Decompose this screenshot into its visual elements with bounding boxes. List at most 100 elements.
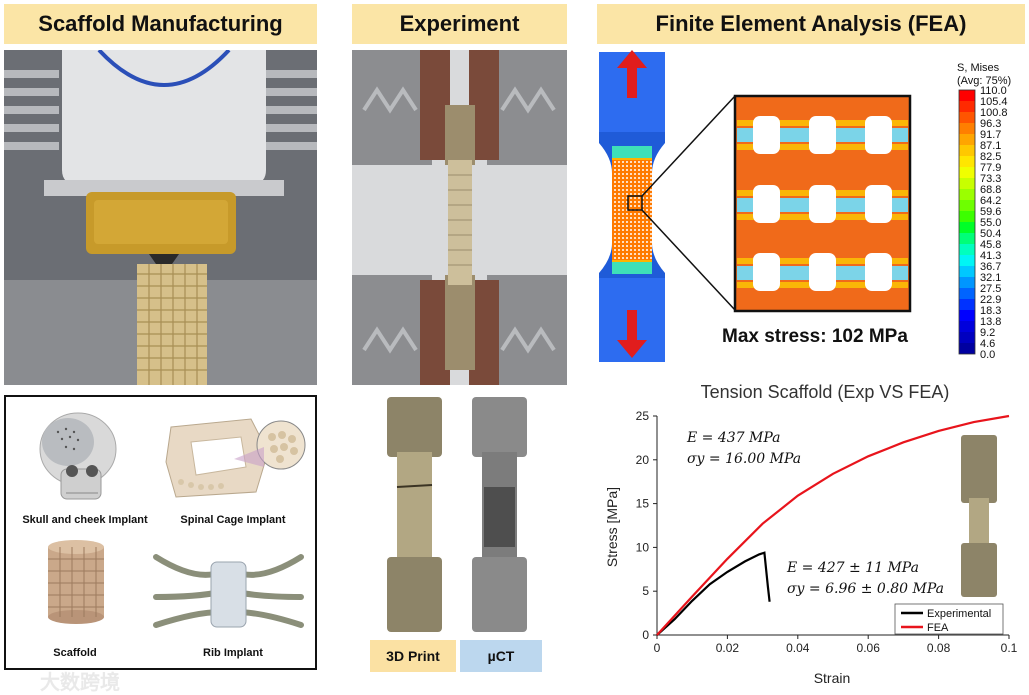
caption-skull: Skull and cheek Implant [22, 514, 148, 526]
colorbar-label: 55.0 [980, 217, 1001, 229]
colorbar-label: 82.5 [980, 151, 1001, 163]
caption-scaffold: Scaffold [53, 647, 97, 659]
colorbar-swatch [959, 134, 975, 145]
colorbar-swatch [959, 211, 975, 222]
colorbar-swatch [959, 255, 975, 266]
colorbar-label: 13.8 [980, 316, 1001, 328]
tension-chart: Tension Scaffold (Exp VS FEA) Stress [MP… [604, 382, 1018, 685]
colorbar-label: 73.3 [980, 173, 1001, 185]
printer-illustration [4, 50, 317, 385]
colorbar-title-2: (Avg: 75%) [957, 75, 1011, 87]
chart-specimen-inset [961, 435, 997, 597]
colorbar-label: 59.6 [980, 206, 1001, 218]
colorbar-swatch [959, 233, 975, 244]
colorbar-swatch [959, 266, 975, 277]
chart-y-tick-label: 5 [642, 584, 649, 598]
chart-ylabel: Stress [MPa] [604, 487, 620, 567]
implant-illustrations [39, 412, 306, 628]
chart-x-tick-label: 0.06 [857, 641, 881, 655]
legend-label: Experimental [927, 608, 991, 620]
colorbar-swatch [959, 321, 975, 332]
chart-annotation: E = 437 MPa [686, 430, 781, 446]
fea-zoom-detail [733, 94, 912, 313]
colorbar-swatch [959, 200, 975, 211]
colorbar-swatch [959, 288, 975, 299]
colorbar-swatch [959, 90, 975, 101]
colorbar-label: 0.0 [980, 349, 995, 360]
colorbar-label: 105.4 [980, 96, 1008, 108]
caption-spinal: Spinal Cage Implant [180, 514, 286, 526]
chart-y-tick-label: 25 [636, 409, 650, 423]
colorbar-label: 110.0 [980, 85, 1007, 97]
chart-x-tick-label: 0.1 [1001, 641, 1018, 655]
chart-annotation: E = 427 ± 11 MPa [786, 560, 919, 576]
chart-y-tick-label: 15 [636, 497, 650, 511]
colorbar-swatch [959, 244, 975, 255]
colorbar-label: 9.2 [980, 327, 995, 339]
colorbar-label: 32.1 [980, 272, 1001, 284]
colorbar-title-1: S, Mises [957, 62, 1000, 74]
header-fea: Finite Element Analysis (FEA) [597, 4, 1025, 44]
chart-x-tick-label: 0 [654, 641, 661, 655]
colorbar-label: 4.6 [980, 338, 995, 350]
header-experiment: Experiment [352, 4, 567, 44]
printer-photo [4, 50, 317, 385]
colorbar-swatch [959, 145, 975, 156]
colorbar-label: 18.3 [980, 305, 1001, 317]
specimen-comparison-illustration [387, 397, 527, 632]
chart-y-tick-label: 0 [642, 628, 649, 642]
chart-y-tick-label: 20 [636, 453, 650, 467]
watermark: 大数跨境 [40, 672, 120, 694]
colorbar-swatch [959, 112, 975, 123]
fea-contour-figure [599, 50, 912, 362]
tag-uct: µCT [460, 640, 542, 672]
colorbar-swatch [959, 343, 975, 354]
implant-examples-panel: Skull and cheek Implant Spinal Cage Impl… [4, 395, 317, 670]
colorbar-swatch [959, 167, 975, 178]
colorbar-swatch [959, 156, 975, 167]
colorbar-label: 100.8 [980, 107, 1008, 119]
colorbar-label: 41.3 [980, 250, 1001, 262]
colorbar-swatch [959, 222, 975, 233]
chart-title: Tension Scaffold (Exp VS FEA) [701, 382, 950, 402]
colorbar-label: 77.9 [980, 162, 1001, 174]
colorbar-swatch [959, 189, 975, 200]
fea-colorbar: S, Mises (Avg: 75%) 110.0105.4100.896.39… [957, 62, 1011, 360]
colorbar-label: 96.3 [980, 118, 1001, 130]
tensile-test-illustration [352, 50, 567, 385]
specimen-comparison [352, 392, 567, 637]
colorbar-label: 36.7 [980, 261, 1001, 273]
colorbar-swatch [959, 310, 975, 321]
chart-legend [894, 603, 1004, 635]
skull-implant-illustration [39, 412, 117, 500]
colorbar-swatch [959, 123, 975, 134]
chart-xlabel: Strain [814, 670, 851, 685]
colorbar-label: 64.2 [980, 195, 1001, 207]
colorbar-label: 68.8 [980, 184, 1001, 196]
caption-rib: Rib Implant [203, 647, 263, 659]
colorbar-swatch [959, 277, 975, 288]
colorbar-swatch [959, 332, 975, 343]
scaffold-cylinder-illustration [48, 540, 104, 624]
chart-y-tick-label: 10 [636, 540, 650, 554]
colorbar-label: 50.4 [980, 228, 1001, 240]
series-fea [656, 414, 1010, 636]
colorbar-label: 91.7 [980, 129, 1001, 141]
colorbar-label: 87.1 [980, 140, 1001, 152]
legend-label: FEA [927, 622, 949, 634]
chart-annotation: σy = 6.96 ± 0.80 MPa [787, 581, 944, 597]
series-experimental [656, 551, 771, 636]
header-scaffold-manufacturing: Scaffold Manufacturing [4, 4, 317, 44]
chart-x-tick-label: 0.02 [716, 641, 740, 655]
colorbar-swatch [959, 101, 975, 112]
colorbar-label: 22.9 [980, 294, 1001, 306]
colorbar-label: 45.8 [980, 239, 1001, 251]
tensile-test-photo [352, 50, 567, 385]
chart-x-tick-label: 0.04 [786, 641, 810, 655]
colorbar-swatch [959, 299, 975, 310]
chart-x-tick-label: 0.08 [927, 641, 951, 655]
tag-3d-print: 3D Print [370, 640, 456, 672]
max-stress-label: Max stress: 102 MPa [722, 326, 908, 347]
spinal-cage-illustration [165, 418, 306, 498]
chart-annotation: σy = 16.00 MPa [687, 451, 801, 467]
